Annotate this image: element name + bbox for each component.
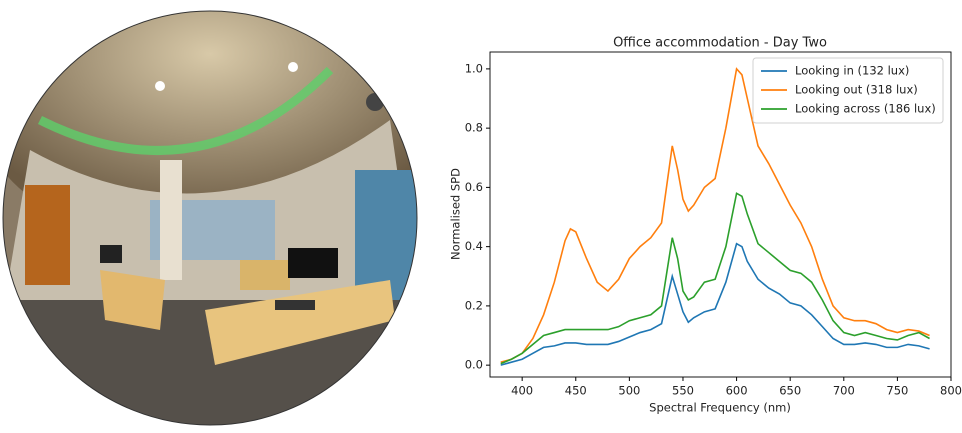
y-tick-label: 0.8: [465, 121, 483, 135]
y-tick-label: 0.6: [465, 180, 483, 194]
x-tick-label: 400: [511, 384, 533, 398]
x-tick-label: 750: [886, 384, 908, 398]
x-tick-label: 800: [940, 384, 962, 398]
legend-label: Looking in (132 lux): [795, 64, 909, 78]
x-tick-label: 600: [726, 384, 748, 398]
x-axis-label: Spectral Frequency (nm): [649, 401, 791, 415]
y-tick-label: 0.0: [465, 358, 483, 372]
legend-label: Looking out (318 lux): [795, 83, 918, 97]
plot-frame: [489, 51, 952, 378]
series-line: [500, 192, 930, 365]
chart-title: Office accommodation - Day Two: [613, 36, 827, 51]
x-tick-label: 500: [618, 384, 640, 398]
series-line: [500, 67, 930, 363]
x-tick-label: 700: [833, 384, 855, 398]
x-tick-label: 650: [779, 384, 801, 398]
series-line: [500, 242, 930, 366]
y-tick-label: 0.4: [465, 239, 483, 253]
legend-label: Looking across (186 lux): [795, 102, 936, 116]
x-tick-label: 550: [672, 384, 694, 398]
office-photo: [3, 11, 417, 425]
lens-edge: [2, 10, 418, 426]
y-tick-label: 1.0: [465, 61, 483, 75]
x-tick-label: 450: [565, 384, 587, 398]
y-tick-label: 0.2: [465, 298, 483, 312]
y-axis-label: Normalised SPD: [449, 168, 463, 260]
legend-box: [752, 57, 944, 124]
